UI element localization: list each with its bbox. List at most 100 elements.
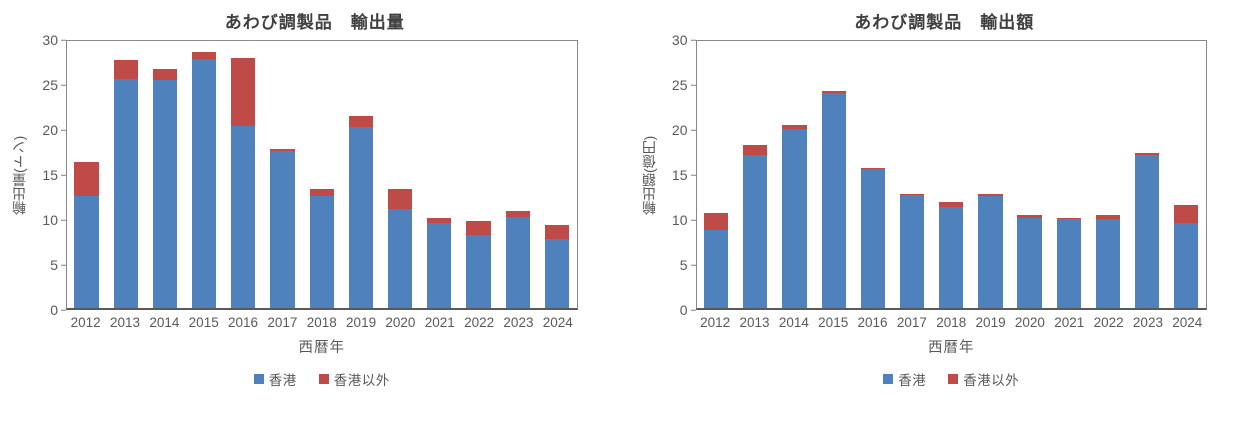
x-tick-label: 2016 [228, 315, 259, 330]
legend-swatch-icon [253, 374, 264, 384]
y-tick-label: 10 [42, 212, 58, 228]
bar-slot [853, 41, 892, 308]
stacked-bar-2015 [192, 52, 217, 308]
bar-segment-香港 [939, 207, 964, 308]
y-tick-label: 30 [42, 32, 58, 48]
stacked-bar-2019 [978, 193, 1003, 308]
bar-segment-香港 [978, 196, 1003, 308]
bar-slot [736, 41, 775, 308]
bar-segment-香港 [74, 196, 99, 308]
bar-slot [420, 41, 459, 308]
bar-segment-香港 [1017, 218, 1042, 308]
bar-segment-香港以外 [231, 57, 256, 127]
stacked-bar-2016 [231, 57, 256, 308]
y-tick-label: 15 [42, 167, 58, 183]
y-tick-mark [690, 174, 696, 176]
y-tick-mark [61, 219, 66, 221]
bar-segment-香港 [466, 235, 491, 308]
x-tick-label: 2012 [70, 315, 101, 330]
bar-segment-香港以外 [387, 189, 413, 209]
y-tick-mark [61, 264, 66, 266]
x-axis-labels: 2012 2013 2014 2015 2016 2017 2018 2019 2020 2021… [696, 315, 1208, 330]
bar-slot [381, 41, 420, 308]
bar-segment-香港以外 [782, 125, 807, 129]
bar-segment-香港以外 [1056, 218, 1081, 219]
y-tick-label: 20 [671, 122, 688, 138]
bar-slot [932, 41, 971, 308]
stacked-bar-2015 [821, 91, 846, 308]
legend-label: 香港以外 [963, 373, 1020, 388]
legend-item: 香港以外 [318, 369, 390, 389]
x-tick-label: 2018 [306, 315, 337, 330]
bar-slot [106, 41, 145, 308]
y-axis: 0 5 10 15 20 25 30 [660, 33, 696, 317]
x-tick-label: 2024 [1172, 315, 1203, 330]
bar-segment-香港 [1056, 218, 1081, 308]
x-tick-label: 2014 [149, 315, 180, 330]
plot-area [66, 40, 578, 310]
bar-segment-香港以外 [899, 193, 925, 195]
bar-segment-香港以外 [270, 148, 295, 152]
x-tick-label: 2021 [1054, 315, 1085, 330]
stacked-bar-2022 [1095, 215, 1121, 308]
y-tick-label: 10 [671, 212, 688, 228]
bar-segment-香港以外 [152, 68, 178, 81]
bar-slot [263, 41, 302, 308]
y-tick-mark [690, 39, 696, 41]
bar-slot [537, 41, 576, 308]
bar-slot [892, 41, 931, 308]
bar-segment-香港 [1135, 155, 1160, 308]
stacked-bar-2013 [743, 145, 768, 308]
x-axis-labels: 2012 2013 2014 2015 2016 2017 2018 2019 2020 2021… [66, 315, 578, 330]
y-axis: 0 5 10 15 20 25 30 [30, 33, 66, 317]
stacked-bar-2018 [309, 189, 334, 308]
bar-slot [1128, 41, 1167, 308]
x-tick-label: 2019 [975, 315, 1006, 330]
plot-column: 2012 2013 2014 2015 2016 2017 2018 2019 2020 2021… [66, 40, 578, 389]
bar-segment-香港以外 [192, 52, 217, 59]
chart-title: あわび調製品 輸出量 [224, 13, 405, 32]
bar-slot [498, 41, 537, 308]
bar-slot [775, 41, 814, 308]
legend: 香港 香港以外 [66, 369, 578, 389]
chart-title: あわび調製品 輸出額 [854, 13, 1035, 32]
stacked-bar-2014 [152, 68, 178, 308]
y-tick-mark [61, 84, 66, 86]
bar-segment-香港以外 [821, 91, 846, 93]
bar-segment-香港 [505, 217, 530, 308]
bar-segment-香港以外 [703, 212, 729, 230]
bar-slot [185, 41, 224, 308]
bar-slot [145, 41, 184, 308]
bar-segment-香港 [743, 155, 768, 308]
stacked-bar-2017 [270, 148, 295, 308]
y-tick-label: 0 [679, 302, 688, 318]
bar-segment-香港以外 [1135, 153, 1160, 155]
x-tick-label: 2020 [1014, 315, 1045, 330]
stacked-bar-2017 [899, 193, 925, 308]
y-tick-label: 5 [679, 257, 688, 273]
bar-segment-香港以外 [309, 189, 334, 197]
y-tick-label: 15 [671, 167, 688, 183]
bar-slot [341, 41, 380, 308]
bar-segment-香港 [899, 194, 925, 308]
x-tick-label: 2024 [542, 315, 573, 330]
bar-segment-香港以外 [505, 210, 530, 218]
x-tick-label: 2015 [188, 315, 219, 330]
x-tick-label: 2021 [424, 315, 455, 330]
x-axis-title: 西暦年 [298, 340, 345, 356]
legend-swatch-icon [318, 374, 329, 384]
bar-segment-香港 [1174, 222, 1199, 308]
y-tick-label: 20 [42, 122, 58, 138]
bar-segment-香港以外 [1017, 215, 1042, 218]
y-axis-title: 輸出量(トン) [11, 135, 27, 215]
x-tick-label: 2016 [857, 315, 888, 330]
bar-segment-香港 [703, 229, 729, 308]
legend-label: 香港以外 [333, 373, 390, 388]
x-tick-label: 2023 [503, 315, 534, 330]
legend-label: 香港 [898, 373, 927, 388]
stacked-bar-2021 [1056, 218, 1081, 308]
bar-segment-香港以外 [74, 162, 99, 197]
stacked-bar-2020 [1017, 215, 1042, 308]
x-tick-label: 2017 [267, 315, 298, 330]
y-tick-mark [61, 39, 66, 41]
